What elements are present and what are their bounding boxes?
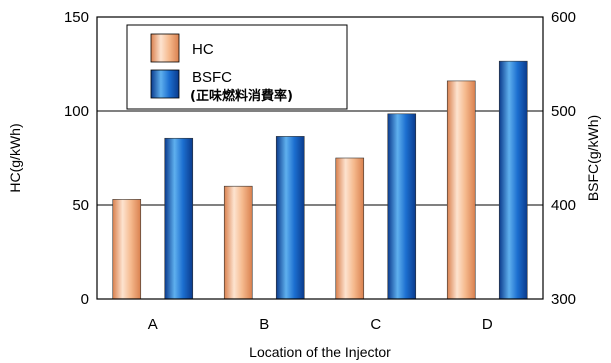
legend-swatch-bsfc [150,69,180,99]
y-right-tick-label: 300 [551,291,576,308]
bar-bsfc-a [164,137,194,300]
y-axis-left-label: HC(g/kWh) [7,123,23,192]
bar-bsfc-c [387,113,417,300]
bar-hc-c [335,157,365,300]
x-tick-label: D [482,316,493,333]
y-right-tick-label: 500 [551,103,576,120]
x-tick-label: C [370,316,381,333]
right-axis-ticks: 300 400 500 600 [551,9,576,308]
bar-hc-a [112,199,142,300]
bars [112,60,528,300]
left-axis-ticks: 0 50 100 150 [64,9,89,308]
x-axis-label: Location of the Injector [249,344,391,360]
bar-bsfc-d [498,60,528,300]
bar-hc-d [446,80,476,300]
plot-frame [96,16,544,300]
legend-sublabel-bsfc: (正味燃料消費率) [190,88,293,104]
legend-swatch-hc [150,33,180,63]
x-tick-label: A [148,316,158,333]
x-axis-ticks: A B C D [148,316,493,333]
legend-label-bsfc: BSFC [192,69,232,86]
legend: HC BSFC (正味燃料消費率) [126,24,348,110]
y-right-tick-label: 400 [551,197,576,214]
gridlines [97,110,543,206]
y-right-tick-label: 600 [551,9,576,26]
y-left-tick-label: 0 [81,291,89,308]
x-tick-label: B [259,316,269,333]
bar-bsfc-b [275,136,305,300]
y-left-tick-label: 50 [72,197,89,214]
y-left-tick-label: 100 [64,103,89,120]
legend-label-hc: HC [192,41,214,58]
y-left-tick-label: 150 [64,9,89,26]
y-axis-right-label: BSFC(g/kWh) [585,115,601,201]
bar-hc-b [223,185,253,300]
